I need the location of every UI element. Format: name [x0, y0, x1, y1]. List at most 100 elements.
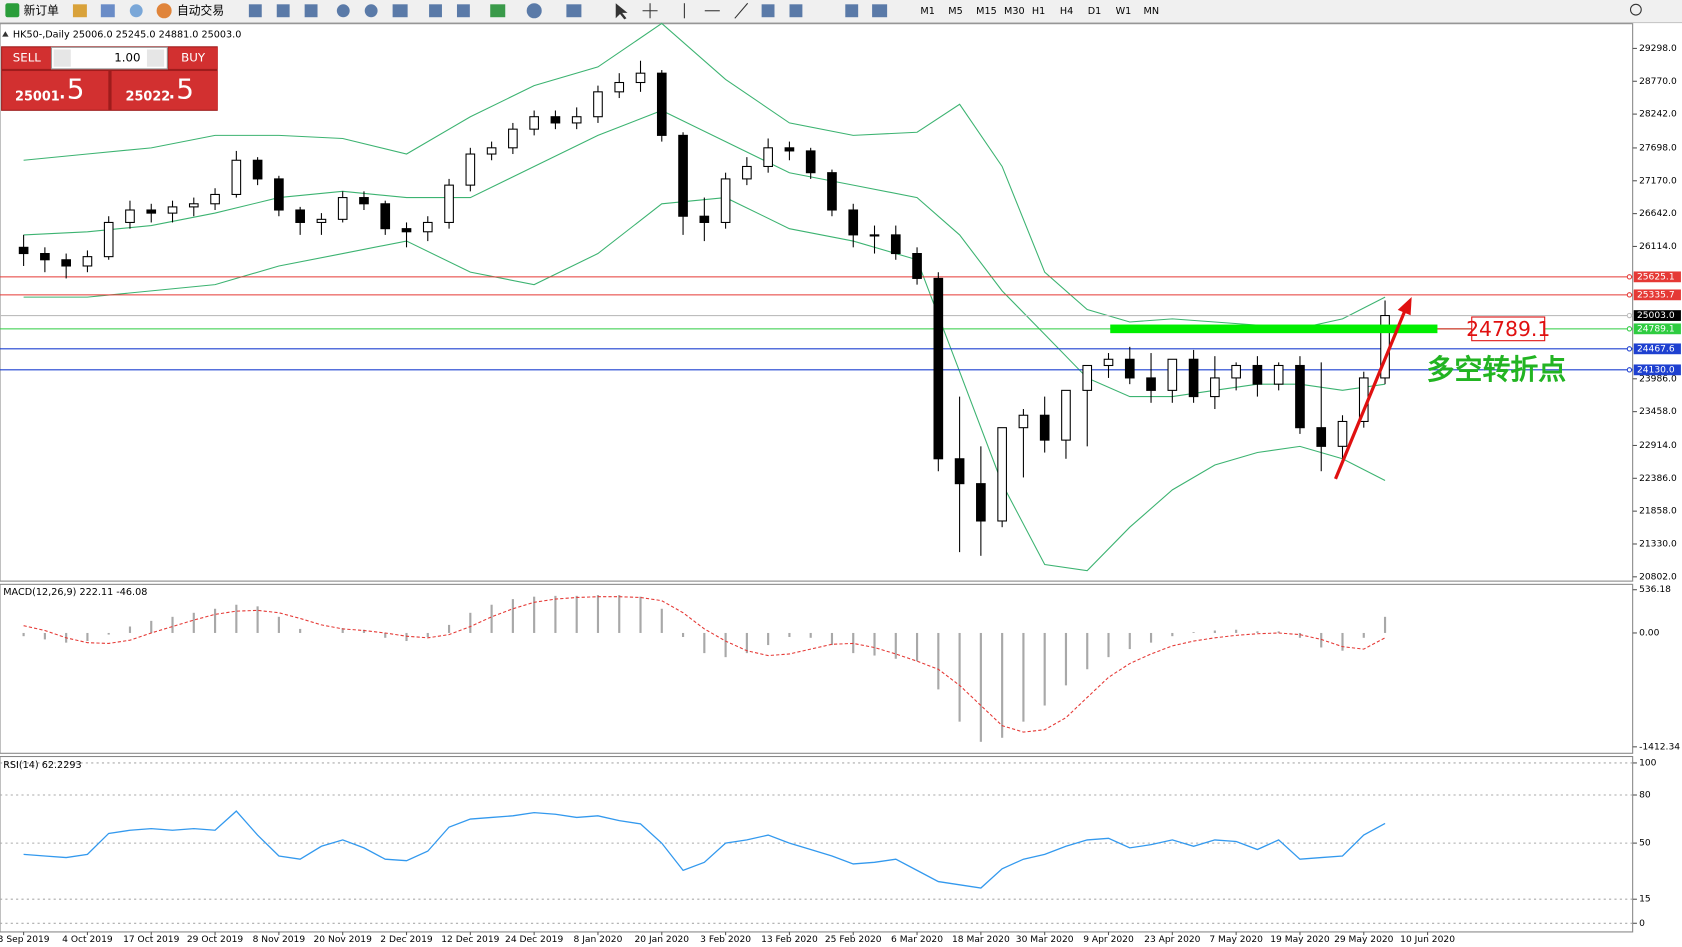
macd-bar	[1383, 616, 1387, 633]
toolbar-bg	[0, 0, 1682, 23]
icon[interactable]	[642, 3, 658, 19]
icon[interactable]	[100, 4, 115, 18]
buy-price-button[interactable]: 25022 .5	[111, 71, 218, 110]
candle-body	[976, 483, 986, 522]
level-handle[interactable]	[1626, 326, 1633, 332]
bollinger-middle	[23, 109, 1386, 398]
macd-bar	[745, 632, 748, 654]
turning-point-bar	[1110, 324, 1438, 334]
annotation-value: 24789.1	[1466, 317, 1550, 341]
icon[interactable]	[248, 4, 262, 18]
buy-label: BUY	[181, 51, 206, 65]
timeframe-button[interactable]: M15	[976, 6, 997, 17]
level-label-bg	[1633, 310, 1681, 321]
icon[interactable]	[456, 4, 470, 18]
macd-bar	[1001, 632, 1004, 738]
icon[interactable]	[364, 4, 378, 18]
macd-bar	[1341, 632, 1344, 651]
timeframe-button[interactable]: M1	[920, 6, 934, 17]
candle-body	[18, 246, 29, 255]
level-handle[interactable]	[1626, 292, 1633, 298]
sell-button[interactable]: SELL	[2, 47, 52, 69]
button-bg	[2, 47, 52, 69]
lot-up[interactable]	[146, 49, 165, 67]
candle-body	[1039, 414, 1050, 441]
annotation-box	[1471, 316, 1546, 342]
auto-trading-button[interactable]: 自动交易	[156, 3, 225, 19]
y-tick-label: 28770.0	[1639, 77, 1677, 87]
icon[interactable]	[304, 4, 318, 18]
x-tick-label: 29 May 2020	[1334, 935, 1394, 945]
level-label-bg	[1633, 323, 1681, 335]
timeframe-button[interactable]: M30	[1004, 6, 1025, 17]
collapse-icon[interactable]	[2, 31, 9, 37]
level-label: 25625.1	[1637, 272, 1675, 282]
icon[interactable]	[845, 4, 859, 18]
ask-pip: .5	[167, 72, 194, 105]
level-handle[interactable]	[1626, 367, 1633, 373]
icon[interactable]	[276, 4, 290, 18]
icon[interactable]	[526, 3, 542, 19]
x-tick-label: 30 Mar 2020	[1016, 935, 1074, 945]
level-label-bg	[1633, 289, 1681, 301]
candle-body	[380, 203, 391, 230]
icon[interactable]	[392, 4, 408, 18]
arrow-shaft	[1334, 309, 1407, 480]
macd-bar	[277, 616, 280, 633]
button-bg	[111, 71, 218, 110]
level-handle[interactable]	[1626, 346, 1633, 352]
level-handle[interactable]	[1626, 274, 1633, 280]
search-icon[interactable]	[1629, 3, 1642, 16]
sell-price-button[interactable]: 25001 .5	[2, 71, 109, 110]
macd-bar	[1107, 632, 1110, 658]
lot-input[interactable]	[50, 46, 168, 70]
timeframe-button[interactable]: H4	[1060, 6, 1073, 17]
level-handle[interactable]	[1626, 312, 1633, 319]
buy-button[interactable]: BUY	[168, 47, 218, 69]
icon[interactable]	[872, 4, 888, 18]
icon[interactable]	[490, 4, 506, 18]
icon[interactable]	[336, 4, 350, 18]
candle-body	[1295, 364, 1305, 429]
icon[interactable]	[72, 4, 87, 18]
icon	[5, 3, 20, 18]
rsi-panel	[0, 755, 1634, 933]
icon[interactable]	[129, 4, 143, 18]
timeframe-button[interactable]: D1	[1088, 6, 1102, 17]
annotation-text: 多空转折点	[1427, 353, 1566, 386]
icon[interactable]	[761, 4, 775, 18]
candle-body	[550, 116, 561, 124]
x-tick-label: 12 Dec 2019	[441, 935, 499, 945]
candle-body	[1316, 427, 1327, 447]
timeframe-button[interactable]: MN	[1144, 6, 1160, 17]
bid-pip: .5	[58, 72, 85, 105]
icon[interactable]	[789, 4, 803, 18]
y-tick-label: 21858.0	[1639, 507, 1677, 517]
macd-signal	[23, 596, 1386, 733]
candle-body	[763, 147, 773, 168]
timeframe-button[interactable]: M5	[948, 6, 962, 17]
macd-bar	[86, 632, 89, 642]
y-tick-label: 29298.0	[1639, 44, 1677, 54]
candle-body	[359, 197, 369, 205]
timeframe-button[interactable]: H1	[1032, 6, 1045, 17]
macd-bar	[1235, 629, 1238, 633]
icon[interactable]	[566, 4, 582, 18]
lot-down[interactable]	[53, 49, 71, 67]
timeframe-button[interactable]: W1	[1116, 6, 1132, 17]
x-tick-label: 3 Sep 2019	[0, 935, 50, 945]
candle-body	[614, 81, 625, 93]
new-order-button[interactable]: 新订单	[5, 3, 59, 17]
icon[interactable]	[734, 2, 749, 19]
rsi-title: RSI(14) 62.2293	[3, 760, 81, 771]
macd-bar	[1192, 632, 1195, 633]
ask-main: 25022	[126, 89, 171, 104]
bollinger-lower	[23, 197, 1386, 572]
icon[interactable]	[429, 4, 442, 18]
candle-body	[1146, 377, 1156, 391]
candle-body	[954, 458, 965, 485]
macd-bar	[618, 595, 621, 633]
x-tick-label: 20 Nov 2019	[314, 935, 373, 945]
y-tick-label: 536.18	[1639, 585, 1671, 595]
candle-body	[656, 72, 667, 136]
